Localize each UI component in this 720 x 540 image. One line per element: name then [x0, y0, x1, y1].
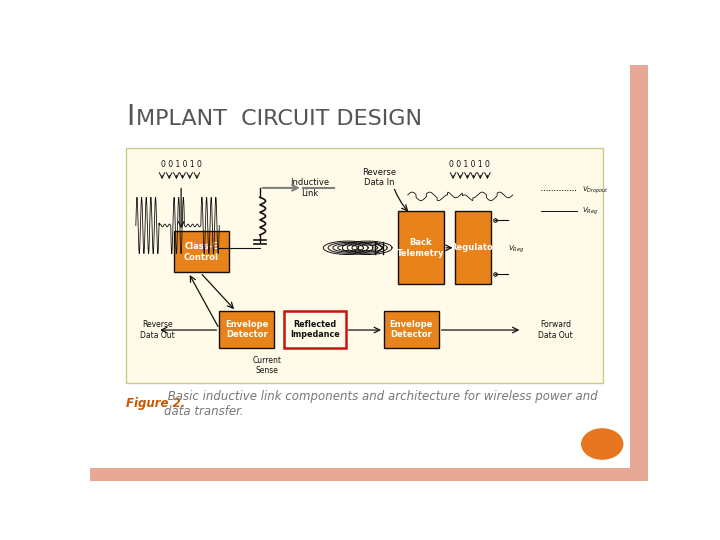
Text: Inductive
Link: Inductive Link	[290, 178, 330, 198]
Text: Back
Telemetry: Back Telemetry	[397, 238, 445, 258]
FancyBboxPatch shape	[398, 211, 444, 284]
FancyBboxPatch shape	[220, 311, 274, 348]
Text: Current
Sense: Current Sense	[253, 355, 282, 375]
Text: I: I	[126, 103, 135, 131]
Text: Envelope
Detector: Envelope Detector	[225, 320, 269, 339]
Text: Forward
Data Out: Forward Data Out	[539, 320, 573, 340]
FancyBboxPatch shape	[384, 311, 438, 348]
FancyBboxPatch shape	[284, 311, 346, 348]
Text: Regulator: Regulator	[450, 244, 497, 252]
Text: $V_{Reg}$: $V_{Reg}$	[582, 206, 598, 217]
Text: $V_{Reg}$: $V_{Reg}$	[508, 243, 524, 255]
Text: Reflected
Impedance: Reflected Impedance	[290, 320, 340, 339]
Text: Figure 2.: Figure 2.	[126, 397, 186, 410]
Text: Reverse
Data Out: Reverse Data Out	[140, 320, 175, 340]
Text: 0 0 1 0 1 0: 0 0 1 0 1 0	[161, 160, 202, 169]
Circle shape	[581, 428, 624, 460]
FancyBboxPatch shape	[126, 148, 603, 383]
Text: MPLANT  CIRCUIT DESIGN: MPLANT CIRCUIT DESIGN	[136, 109, 423, 129]
Text: Basic inductive link components and architecture for wireless power and
data tra: Basic inductive link components and arch…	[164, 390, 598, 417]
Text: Reverse
Data In: Reverse Data In	[362, 167, 396, 187]
Text: $V_{Dropout}$: $V_{Dropout}$	[582, 185, 608, 196]
Text: 0 0 1 0 1 0: 0 0 1 0 1 0	[449, 160, 490, 169]
FancyBboxPatch shape	[90, 468, 648, 481]
FancyBboxPatch shape	[630, 65, 648, 481]
FancyBboxPatch shape	[174, 231, 229, 273]
Text: Envelope
Detector: Envelope Detector	[390, 320, 433, 339]
FancyBboxPatch shape	[456, 211, 491, 284]
Text: Class-E
Control: Class-E Control	[184, 242, 219, 261]
